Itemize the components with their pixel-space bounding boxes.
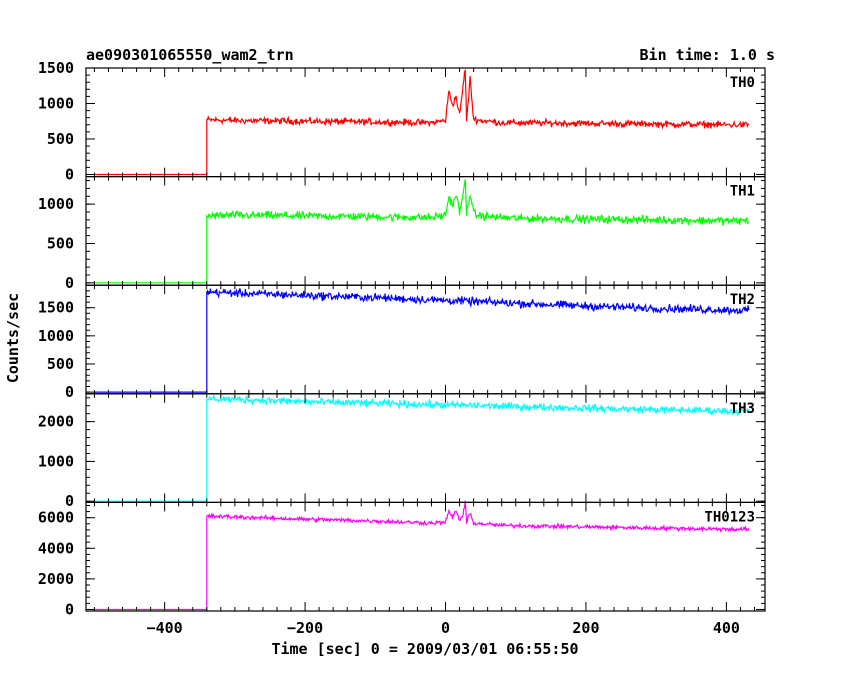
panel-frame — [85, 501, 766, 612]
x-tick-label: −200 — [287, 619, 323, 637]
x-tick-label: −400 — [147, 619, 183, 637]
x-tick-label: 200 — [572, 619, 599, 637]
panel-name-label: TH3 — [730, 401, 755, 417]
panel-frame — [85, 176, 766, 286]
y-tick-label: 1500 — [38, 59, 74, 77]
y-tick-label: 1000 — [38, 327, 74, 345]
panel-name-label: TH0 — [730, 75, 755, 91]
chart-title: ae090301065550_wam2_trn — [86, 46, 294, 64]
y-tick-label: 1000 — [38, 452, 74, 470]
panel-frame — [85, 284, 766, 395]
panel-th1: 0 500 1000 TH1 — [38, 176, 766, 292]
y-tick-label: 500 — [47, 130, 74, 148]
x-tick-label: 400 — [713, 619, 740, 637]
y-tick-label: 500 — [47, 234, 74, 252]
y-tick-label: 1000 — [38, 94, 74, 112]
series-line-th3 — [94, 393, 750, 502]
panel-th2: 0 500 1000 1500 TH2 — [38, 284, 766, 401]
y-tick-label: 0 — [65, 165, 74, 183]
y-tick-label: 6000 — [38, 509, 74, 527]
series-line-th1 — [94, 179, 750, 284]
bin-time-label: Bin time: 1.0 s — [640, 46, 775, 64]
panels-group: 0 500 1000 1500 TH0 0 500 1000 TH1 0 500 1000 1500 TH… — [38, 59, 766, 637]
panel-th0123: 0 2000 4000 6000 TH0123 — [38, 500, 766, 618]
panel-name-label: TH0123 — [704, 509, 755, 525]
y-tick-label: 0 — [65, 274, 74, 292]
panel-th3: 0 1000 2000 TH3 — [38, 393, 766, 510]
x-tick-label: 0 — [441, 619, 450, 637]
y-axis-title: Counts/sec — [4, 293, 22, 383]
y-tick-label: 0 — [65, 600, 74, 618]
y-tick-label: 0 — [65, 383, 74, 401]
y-tick-label: 1500 — [38, 299, 74, 317]
series-line-th2 — [94, 288, 750, 393]
y-tick-label: 2000 — [38, 413, 74, 431]
y-tick-label: 500 — [47, 355, 74, 373]
panel-name-label: TH2 — [730, 292, 755, 308]
y-tick-label: 4000 — [38, 539, 74, 557]
y-tick-label: 0 — [65, 492, 74, 510]
panel-th0: 0 500 1000 1500 TH0 — [38, 59, 766, 183]
series-line-th0123 — [94, 500, 750, 611]
series-line-th0 — [94, 68, 750, 176]
panel-name-label: TH1 — [730, 184, 755, 200]
x-axis-title: Time [sec] 0 = 2009/03/01 06:55:50 — [271, 640, 578, 658]
y-tick-label: 2000 — [38, 570, 74, 588]
y-tick-label: 1000 — [38, 195, 74, 213]
